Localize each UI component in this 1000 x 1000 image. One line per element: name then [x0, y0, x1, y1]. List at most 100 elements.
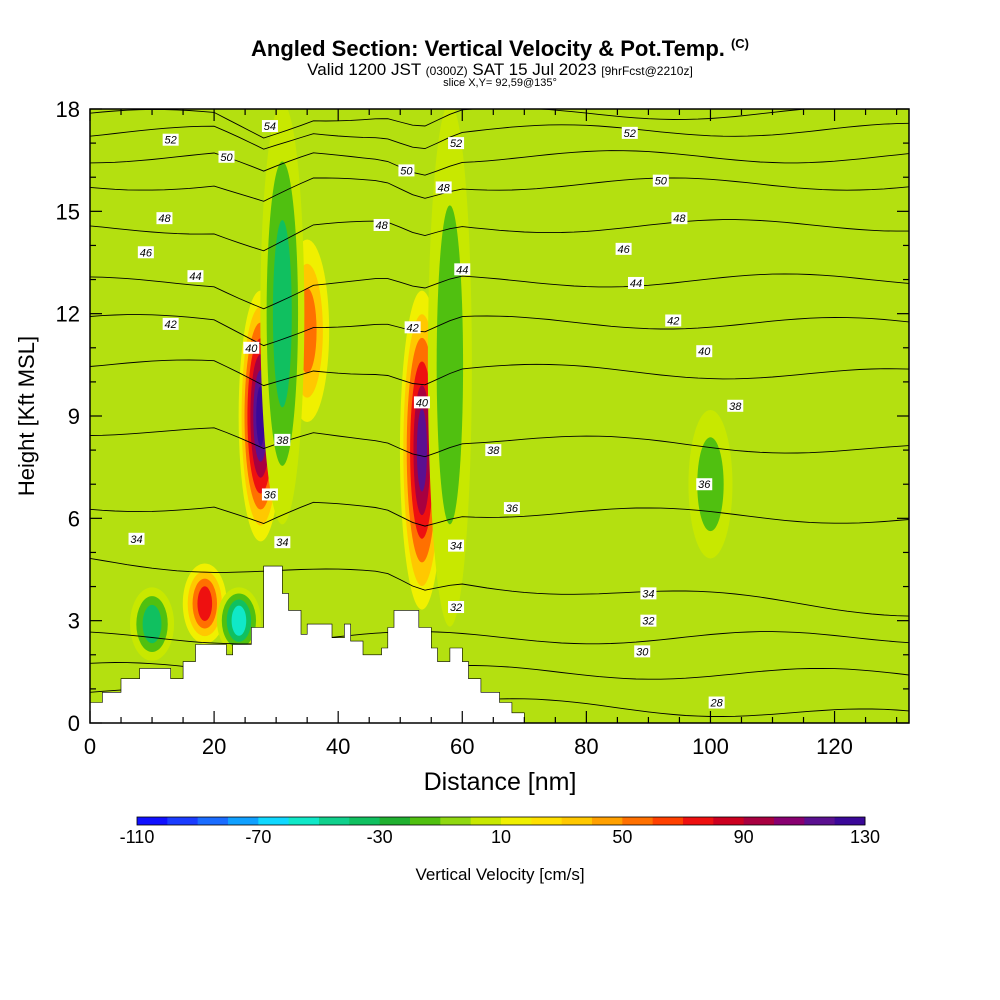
downdraft-5-level-2 [142, 604, 162, 644]
contour-label-bg-12 [615, 242, 632, 255]
colorbar-swatch [349, 817, 381, 825]
valid-utc: (0300Z) [425, 64, 468, 78]
theta-contour-40 [90, 359, 909, 387]
colorbar-swatch [743, 817, 775, 825]
colorbar-tick-label: 90 [734, 827, 754, 847]
contour-label-40: 40 [245, 343, 258, 355]
contour-label-44: 44 [189, 271, 201, 283]
colorbar-tick-label: -30 [367, 827, 393, 847]
theta-contour-32 [90, 631, 909, 645]
colorbar-swatch [410, 817, 441, 825]
contour-label-bg-18 [665, 314, 682, 327]
contour-label-bg-7 [435, 181, 452, 194]
contour-label-bg-24 [485, 444, 502, 457]
theta-contour-34 [90, 557, 909, 617]
colorbar-swatch [197, 817, 229, 825]
theta-contour-42 [90, 314, 909, 347]
colorbar-swatch [561, 817, 593, 825]
contour-label-40: 40 [698, 346, 711, 358]
contour-label-50: 50 [400, 165, 413, 177]
contour-label-52: 52 [450, 138, 462, 150]
colorbar: -110 -70 -30 10 50 90 130 [120, 816, 880, 847]
colorbar-swatch [622, 817, 654, 825]
contour-label-bg-25 [261, 488, 278, 501]
contour-label-bg-8 [156, 212, 173, 225]
contour-label-bg-29 [274, 536, 291, 549]
chart-title-text: Angled Section: Vertical Velocity & Pot.… [251, 36, 725, 61]
colorbar-swatch [501, 817, 532, 825]
colorbar-label: Vertical Velocity [cm/s] [415, 865, 584, 884]
x-tick-label: 60 [450, 734, 474, 759]
valid-date: SAT 15 Jul 2023 [472, 60, 597, 79]
colorbar-swatch [774, 817, 805, 825]
contour-label-bg-28 [128, 532, 145, 545]
y-tick-label: 0 [68, 711, 80, 736]
contour-label-bg-2 [448, 137, 465, 150]
theta-contour-48 [90, 177, 909, 202]
theta-contour-38 [90, 427, 909, 458]
contour-label-bg-26 [503, 502, 520, 515]
contour-label-bg-13 [187, 270, 204, 283]
x-tick-label: 40 [326, 734, 350, 759]
contour-label-bg-19 [243, 341, 260, 354]
contour-label-bg-34 [634, 645, 651, 658]
contour-label-bg-6 [652, 174, 669, 187]
colorbar-tick-label: 130 [850, 827, 880, 847]
x-tick-label: 80 [574, 734, 598, 759]
contour-label-36: 36 [698, 479, 711, 491]
x-tick-label: 120 [816, 734, 853, 759]
contour-label-bg-31 [640, 587, 657, 600]
contour-label-bg-27 [696, 478, 713, 491]
contour-label-38: 38 [729, 401, 742, 413]
forecast-info: [9hrFcst@2210z] [601, 64, 693, 78]
contour-label-34: 34 [450, 541, 462, 553]
contour-label-bg-21 [696, 345, 713, 358]
contour-label-42: 42 [165, 319, 177, 331]
contour-label-32: 32 [450, 602, 462, 614]
y-tick-label: 9 [68, 404, 80, 429]
contour-label-bg-14 [454, 263, 471, 276]
colorbar-swatch [531, 817, 563, 825]
contour-label-36: 36 [506, 503, 519, 515]
contour-label-bg-17 [404, 321, 421, 334]
contour-label-34: 34 [276, 537, 288, 549]
colorbar-swatch [713, 817, 745, 825]
contour-label-38: 38 [276, 435, 289, 447]
contour-label-bg-10 [671, 212, 688, 225]
y-tick-label: 12 [56, 302, 80, 327]
contour-label-52: 52 [624, 128, 636, 140]
contour-label-48: 48 [673, 213, 686, 225]
y-axis-label: Height [Kft MSL] [14, 336, 39, 496]
theta-contour-44 [90, 273, 909, 310]
contour-label-44: 44 [456, 264, 468, 276]
downdraft-7-level-1 [436, 205, 464, 525]
contour-label-32: 32 [642, 616, 654, 628]
colorbar-swatch [440, 817, 472, 825]
colorbar-frame [136, 816, 866, 826]
contour-label-50: 50 [655, 176, 668, 188]
colorbar-swatch [652, 817, 684, 825]
colorbar-swatch [228, 817, 259, 825]
contour-label-bg-15 [628, 276, 644, 289]
contour-label-46: 46 [617, 244, 630, 256]
colorbar-swatch [834, 817, 866, 825]
contour-label-40: 40 [416, 397, 429, 409]
contour-label-bg-20 [413, 396, 430, 409]
valid-time-line: Valid 1200 JST (0300Z) SAT 15 Jul 2023 [… [0, 60, 1000, 80]
contour-label-42: 42 [667, 315, 679, 327]
contour-label-bg-3 [621, 126, 638, 139]
contour-label-bg-9 [373, 218, 390, 231]
colorbar-swatch [379, 817, 411, 825]
colorbar-tick-label: -110 [120, 827, 155, 847]
contour-label-48: 48 [375, 220, 388, 232]
contour-label-52: 52 [165, 135, 177, 147]
colorbar-swatch [804, 817, 836, 825]
contour-label-48: 48 [438, 182, 451, 194]
contour-label-bg-1 [162, 133, 179, 146]
y-tick-label: 6 [68, 506, 80, 531]
y-tick-label: 3 [68, 609, 80, 634]
contour-label-bg-0 [261, 120, 278, 133]
chart-title: Angled Section: Vertical Velocity & Pot.… [0, 36, 1000, 62]
